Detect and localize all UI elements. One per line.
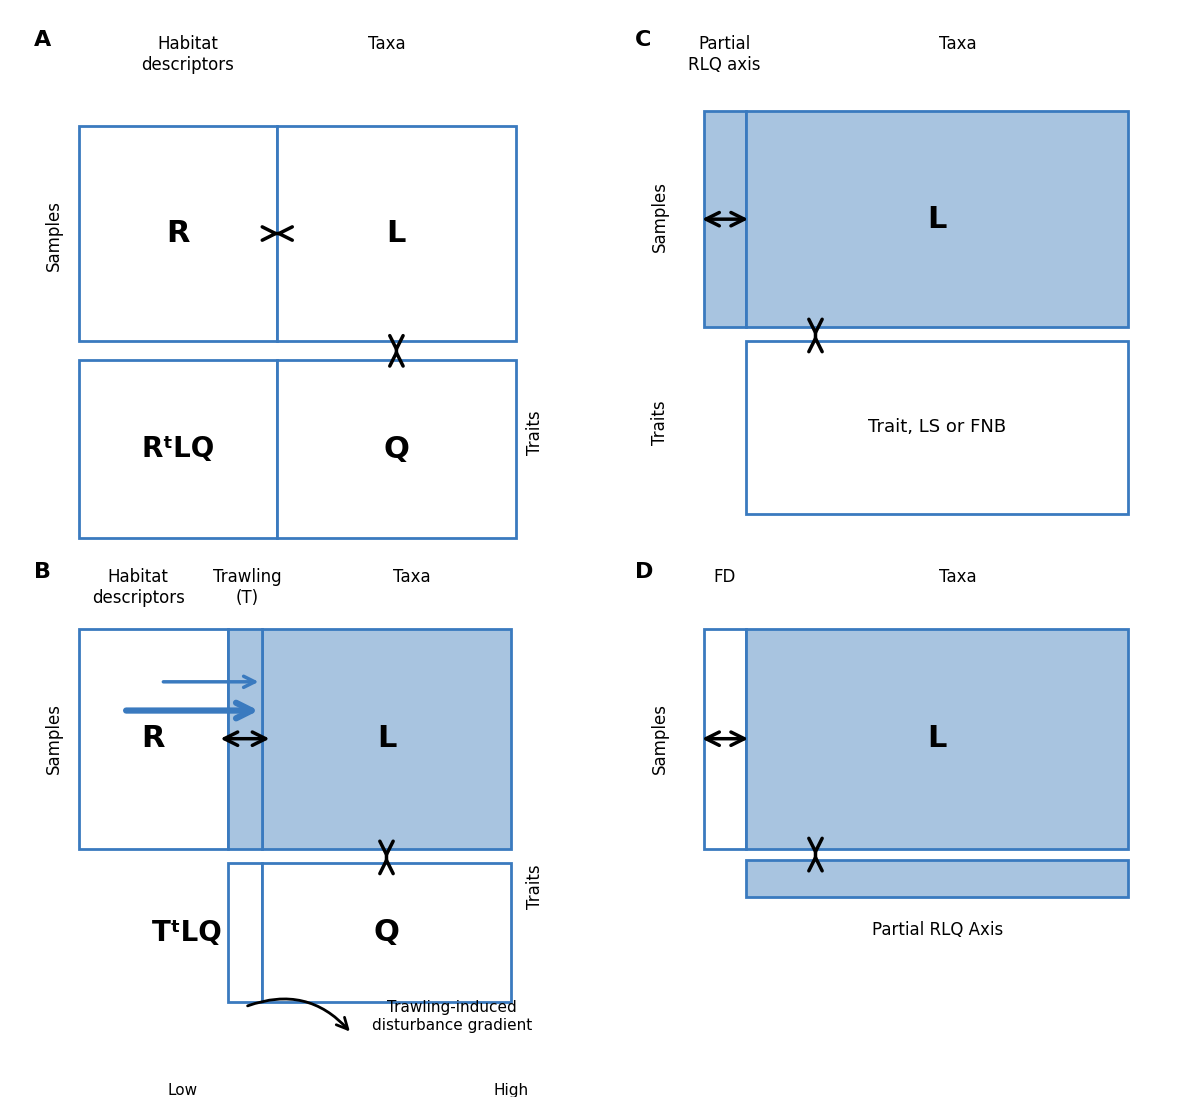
Bar [79, 361, 277, 538]
Text: L: L [386, 219, 406, 248]
Text: R: R [167, 219, 190, 248]
Text: Partial
RLQ axis: Partial RLQ axis [688, 35, 761, 73]
Text: Q: Q [384, 434, 409, 464]
Text: Samples: Samples [650, 181, 668, 252]
Text: B: B [34, 562, 50, 581]
Text: L: L [928, 724, 947, 754]
Text: Taxa: Taxa [938, 35, 977, 53]
Bar [277, 126, 516, 341]
Text: TᵗLQ: TᵗLQ [152, 918, 223, 947]
Bar [228, 629, 263, 849]
Bar [79, 629, 228, 849]
Text: A: A [34, 30, 52, 50]
Text: Samples: Samples [44, 201, 62, 271]
Text: Samples: Samples [650, 703, 668, 774]
Text: L: L [928, 205, 947, 234]
Text: Taxa: Taxa [392, 568, 430, 586]
Text: Trait, LS or FNB: Trait, LS or FNB [868, 418, 1007, 437]
Text: Trawling-induced
disturbance gradient: Trawling-induced disturbance gradient [372, 1000, 532, 1032]
Text: L: L [377, 724, 396, 754]
Text: RᵗLQ: RᵗLQ [142, 436, 215, 463]
Text: Traits: Traits [650, 400, 668, 445]
Text: C: C [635, 30, 652, 50]
Text: FD: FD [713, 568, 736, 586]
Text: Taxa: Taxa [367, 35, 406, 53]
Bar [746, 860, 1128, 896]
Text: Traits: Traits [527, 864, 545, 909]
Bar [704, 112, 746, 327]
Bar [746, 341, 1128, 513]
Bar [746, 112, 1128, 327]
Text: Habitat
descriptors: Habitat descriptors [91, 568, 185, 607]
Text: Trawling
(T): Trawling (T) [214, 568, 282, 607]
Text: Samples: Samples [44, 703, 62, 774]
Bar [277, 361, 516, 538]
Text: Habitat
descriptors: Habitat descriptors [142, 35, 234, 73]
Text: Traits: Traits [527, 410, 545, 454]
Text: D: D [635, 562, 653, 581]
Bar [263, 863, 511, 1002]
Bar [263, 629, 511, 849]
Bar [79, 126, 277, 341]
Text: Low: Low [168, 1084, 198, 1097]
Text: Q: Q [373, 918, 400, 947]
Bar [704, 629, 746, 849]
Bar [746, 629, 1128, 849]
Text: Partial RLQ Axis: Partial RLQ Axis [871, 920, 1003, 939]
Text: R: R [142, 724, 164, 754]
Bar [228, 863, 263, 1002]
Text: High: High [493, 1084, 528, 1097]
Text: Taxa: Taxa [938, 568, 977, 586]
